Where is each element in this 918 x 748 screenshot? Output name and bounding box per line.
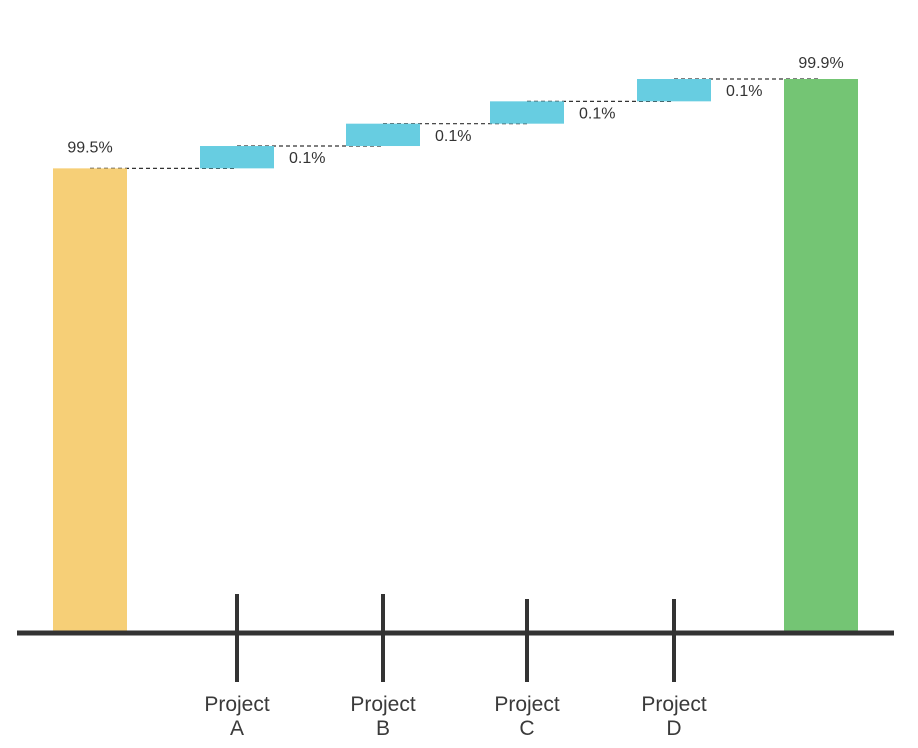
connector-lines [90, 78, 821, 169]
bar-start [53, 168, 127, 633]
value-label-step: 0.1% [579, 106, 615, 123]
value-label-step: 0.1% [726, 83, 762, 100]
bar-step [490, 101, 564, 124]
value-label-end: 99.9% [798, 55, 843, 72]
category-labels: Project A Project B Project C Project D [204, 693, 707, 740]
bars [53, 79, 858, 633]
category-label: Project B [350, 693, 416, 740]
category-label: Project C [494, 693, 560, 740]
bar-step [346, 123, 420, 147]
bar-end [784, 79, 858, 633]
category-label: Project D [641, 693, 707, 740]
bar-step [200, 146, 274, 169]
value-labels: 99.5% 0.1% 0.1% 0.1% 0.1% 99.9% [67, 55, 843, 167]
value-label-start: 99.5% [67, 139, 112, 156]
category-ticks [235, 594, 676, 682]
category-label: Project A [204, 693, 270, 740]
value-label-step: 0.1% [289, 150, 325, 167]
bar-step [637, 79, 711, 102]
value-label-step: 0.1% [435, 128, 471, 145]
